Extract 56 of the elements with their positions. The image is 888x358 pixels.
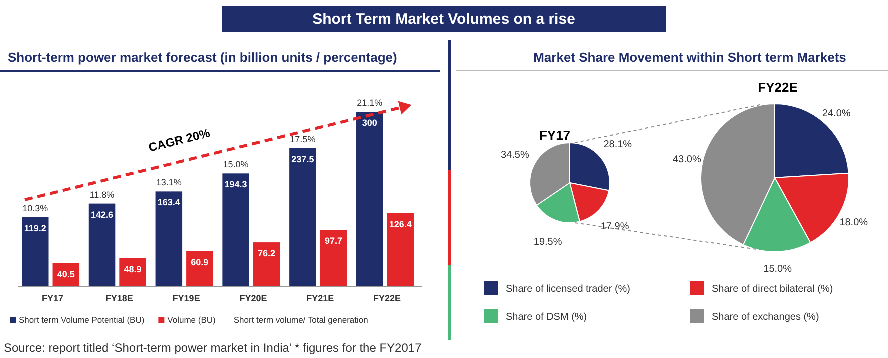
data-label: 142.6 bbox=[91, 210, 114, 220]
x-tick-label: FY20E bbox=[240, 293, 268, 304]
bar bbox=[320, 230, 348, 287]
data-label: 18.0% bbox=[840, 217, 868, 228]
data-label: 48.9 bbox=[124, 264, 142, 274]
annotation: 10.3% bbox=[22, 203, 48, 214]
data-label: 60.9 bbox=[191, 257, 209, 268]
legend-label: Volume (BU) bbox=[168, 315, 216, 325]
data-label: 24.0% bbox=[822, 108, 851, 120]
bar bbox=[186, 251, 214, 287]
legend-label: Share of direct bilateral (%) bbox=[712, 284, 834, 295]
data-label: 194.3 bbox=[224, 180, 248, 190]
bar bbox=[253, 242, 280, 287]
legend-label: Share of licensed trader (%) bbox=[506, 284, 631, 295]
bar bbox=[88, 204, 116, 287]
chart-title: Market Share Movement within Short term Markets bbox=[534, 50, 846, 65]
annotation: CAGR 20% bbox=[147, 126, 212, 155]
source-note: Source: report titled ‘Short-term power market in India’ * figures for the FY2017 bbox=[4, 341, 422, 355]
data-label: 119.2 bbox=[24, 223, 46, 234]
chart-title: FY22E bbox=[758, 80, 798, 95]
annotation: 17.5% bbox=[290, 134, 316, 144]
bar bbox=[290, 148, 316, 287]
annotation: 15.0% bbox=[223, 160, 249, 170]
data-label: 34.5% bbox=[501, 150, 530, 161]
banner: Short Term Market Volumes on a rise bbox=[222, 6, 666, 32]
x-tick-label: FY19E bbox=[172, 293, 200, 304]
data-label: 97.7 bbox=[324, 236, 342, 246]
data-label: 28.1% bbox=[604, 140, 632, 151]
data-label: 300 bbox=[362, 118, 378, 128]
data-label: 163.4 bbox=[158, 198, 180, 208]
data-label: 17.9% bbox=[600, 222, 630, 233]
chart-subtitle: FY17 bbox=[539, 128, 571, 143]
x-tick-label: FY18E bbox=[106, 293, 134, 304]
data-label: 43.0% bbox=[672, 154, 702, 166]
legend-label: Share of DSM (%) bbox=[506, 312, 588, 323]
data-label: 40.5 bbox=[57, 269, 75, 280]
legend-label: Short term Volume Potential (BU) bbox=[19, 315, 145, 325]
annotation: 11.8% bbox=[90, 190, 115, 200]
text: 21.1% bbox=[357, 98, 383, 108]
data-label: 237.5 bbox=[292, 154, 314, 164]
data-label: 15.0% bbox=[764, 264, 792, 275]
x-tick-label: FY22E bbox=[373, 293, 401, 304]
bar bbox=[356, 112, 384, 287]
annotation: 13.1% bbox=[156, 178, 182, 188]
bar bbox=[22, 217, 49, 287]
bar bbox=[222, 174, 250, 287]
chart-title: Short-term power market forecast (in billion units / percentage) bbox=[8, 50, 398, 65]
data-label: 126.4 bbox=[389, 219, 412, 230]
x-tick-label: FY17 bbox=[42, 293, 64, 304]
x-tick-label: FY21E bbox=[306, 293, 334, 304]
bar bbox=[387, 213, 414, 287]
text: Short term volume/ Total generation bbox=[234, 315, 369, 325]
data-label: 76.2 bbox=[258, 248, 276, 259]
data-label: 19.5% bbox=[534, 237, 562, 248]
legend-label: Share of exchanges (%) bbox=[712, 312, 820, 323]
bar bbox=[156, 192, 183, 287]
